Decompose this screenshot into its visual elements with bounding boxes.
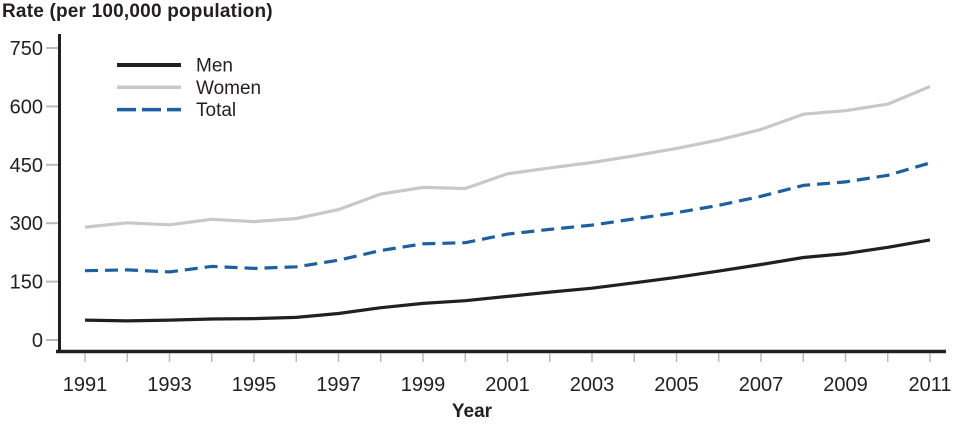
series-line-women — [84, 85, 931, 229]
y-tick-label: 0 — [32, 330, 43, 352]
x-tick-label: 1997 — [316, 374, 361, 396]
x-tick-label: 1991 — [63, 374, 108, 396]
x-tick-label: 2001 — [485, 374, 530, 396]
legend-label-men: Men — [196, 56, 233, 77]
series-line-men — [84, 238, 931, 323]
x-tick-label: 1995 — [232, 374, 277, 396]
series-line-total — [84, 161, 931, 274]
legend-label-total: Total — [196, 100, 236, 121]
x-tick-label: 1999 — [401, 374, 446, 396]
y-tick-label: 150 — [10, 272, 43, 294]
chart-title: Rate (per 100,000 population) — [2, 1, 273, 22]
y-tick-label: 750 — [10, 38, 43, 60]
x-tick-label: 2005 — [654, 374, 699, 396]
x-axis-title: Year — [452, 401, 493, 422]
y-tick-label: 450 — [10, 155, 43, 177]
legend-label-women: Women — [196, 78, 261, 99]
y-tick-label: 600 — [10, 96, 43, 118]
x-tick-label: 2003 — [570, 374, 615, 396]
x-tick-label: 1993 — [147, 374, 192, 396]
x-tick-label: 2011 — [908, 374, 951, 396]
y-tick-label: 300 — [10, 213, 43, 235]
x-tick-label: 2009 — [823, 374, 868, 396]
x-tick-label: 2007 — [739, 374, 784, 396]
